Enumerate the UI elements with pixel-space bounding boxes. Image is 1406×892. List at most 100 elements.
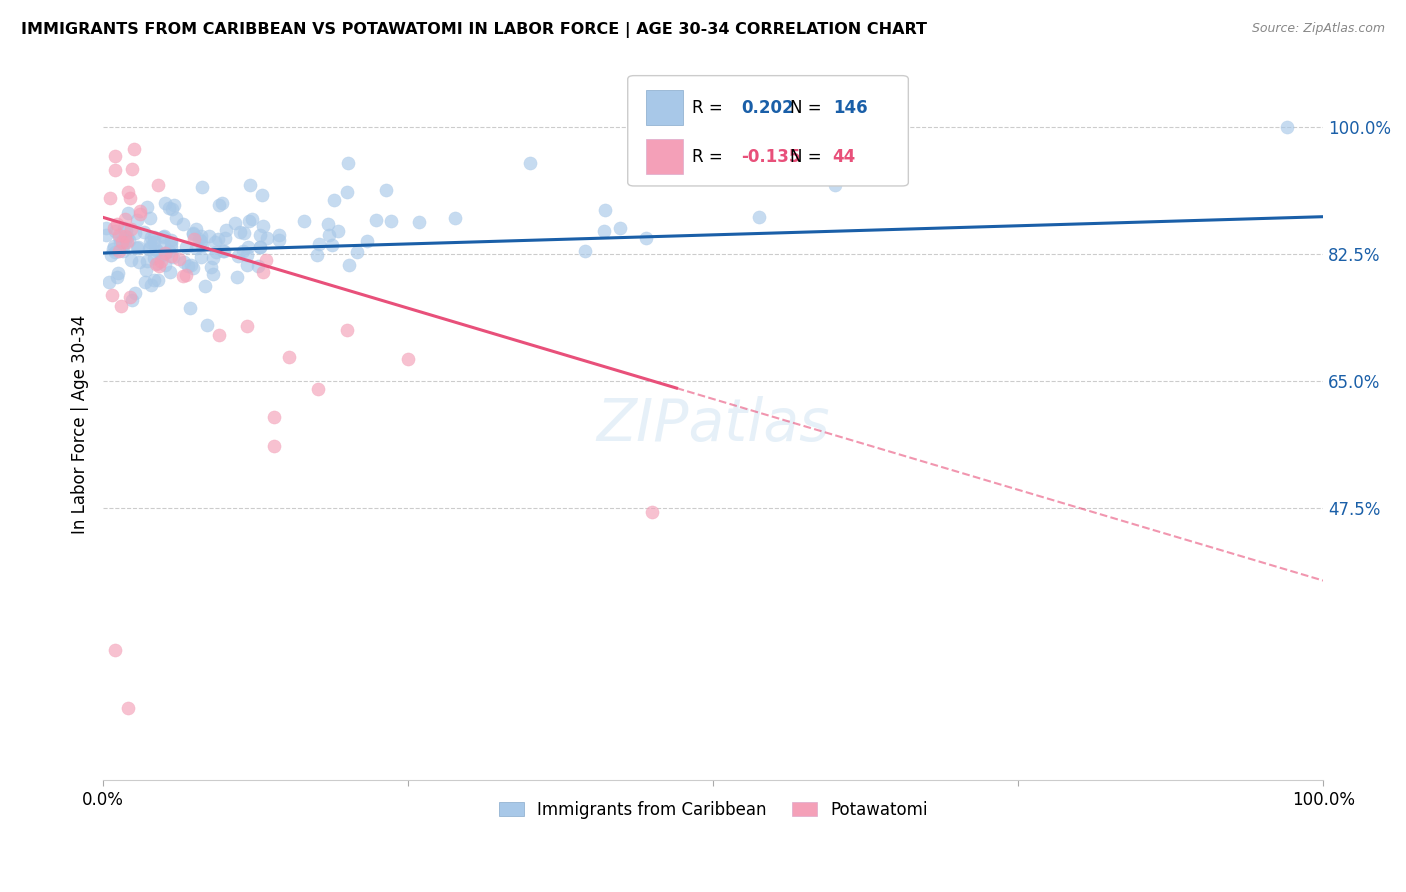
Point [148, 260, 170, 274]
Point [269, 228, 291, 243]
Point [167, 252, 190, 266]
Point [162, 198, 184, 212]
Point [100, 247, 122, 261]
Point [593, 202, 616, 217]
Point [609, 221, 631, 235]
Point [94, 220, 117, 235]
Point [129, 203, 152, 218]
Point [181, 227, 204, 241]
Point [328, 223, 350, 237]
Point [408, 214, 430, 228]
Point [226, 249, 249, 263]
Point [636, 230, 658, 244]
Point [97, 275, 120, 289]
Point [247, 260, 270, 274]
Point [160, 240, 183, 254]
Point [120, 290, 142, 304]
Point [124, 226, 146, 240]
Point [153, 228, 176, 243]
Point [173, 255, 195, 269]
Point [114, 229, 136, 244]
Point [336, 185, 359, 199]
Point [236, 258, 259, 272]
Point [148, 178, 170, 192]
Point [115, 235, 138, 249]
Point [120, 222, 142, 236]
Point [444, 211, 467, 226]
Point [208, 198, 231, 212]
Point [824, 178, 846, 192]
Point [593, 224, 616, 238]
Point [111, 235, 134, 250]
Point [115, 229, 138, 244]
Point [211, 196, 233, 211]
Point [118, 233, 141, 247]
Point [190, 234, 212, 248]
Point [336, 323, 359, 337]
Point [229, 225, 252, 239]
Point [138, 235, 160, 250]
Point [98, 191, 121, 205]
Point [159, 265, 181, 279]
Point [380, 214, 402, 228]
Point [128, 255, 150, 269]
Point [157, 202, 180, 216]
Point [117, 185, 139, 199]
Point [263, 410, 285, 425]
Point [114, 212, 136, 227]
Point [107, 244, 129, 259]
Point [207, 232, 229, 246]
Point [155, 246, 177, 260]
Point [112, 244, 135, 259]
Point [307, 382, 329, 396]
Point [235, 319, 257, 334]
Point [305, 248, 328, 262]
Point [120, 252, 142, 267]
Point [127, 239, 149, 253]
FancyBboxPatch shape [645, 139, 683, 175]
Text: 146: 146 [832, 99, 868, 117]
Text: IMMIGRANTS FROM CARIBBEAN VS POTAWATOMI IN LABOR FORCE | AGE 30-34 CORRELATION C: IMMIGRANTS FROM CARIBBEAN VS POTAWATOMI … [21, 22, 927, 38]
Point [180, 258, 202, 272]
Point [105, 217, 128, 231]
Point [153, 258, 176, 272]
Point [146, 273, 169, 287]
Point [321, 238, 343, 252]
Point [308, 237, 330, 252]
Point [174, 240, 197, 254]
Point [256, 230, 278, 244]
Point [145, 242, 167, 256]
Point [172, 268, 194, 283]
Text: -0.135: -0.135 [741, 147, 800, 166]
Point [157, 244, 180, 258]
Point [139, 230, 162, 244]
Point [346, 245, 368, 260]
Point [238, 240, 260, 254]
Point [184, 222, 207, 236]
Point [226, 269, 249, 284]
Point [128, 207, 150, 221]
Point [152, 248, 174, 262]
Text: 44: 44 [832, 147, 856, 166]
Point [181, 226, 204, 240]
Point [278, 351, 301, 365]
Point [212, 244, 235, 258]
Point [104, 149, 127, 163]
Point [249, 240, 271, 254]
Point [94, 227, 117, 242]
Point [190, 228, 212, 243]
Text: N =: N = [790, 147, 827, 166]
Point [208, 327, 231, 342]
FancyBboxPatch shape [645, 90, 683, 126]
Point [160, 202, 183, 216]
Text: Source: ZipAtlas.com: Source: ZipAtlas.com [1251, 22, 1385, 36]
Legend: Immigrants from Caribbean, Potawatomi: Immigrants from Caribbean, Potawatomi [492, 794, 934, 825]
Point [104, 245, 127, 260]
Point [316, 217, 339, 231]
Point [763, 163, 786, 178]
Point [108, 227, 131, 242]
Point [136, 254, 159, 268]
Point [193, 278, 215, 293]
Point [267, 234, 290, 248]
Point [153, 246, 176, 260]
